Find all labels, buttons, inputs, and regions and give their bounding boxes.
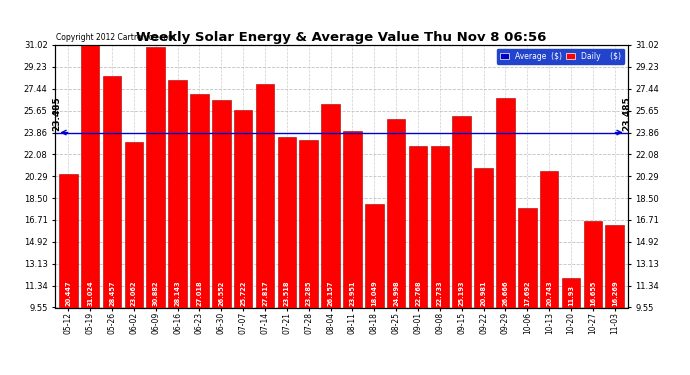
Bar [277, 137, 296, 308]
Text: 22.733: 22.733 [437, 280, 443, 306]
Bar [584, 220, 602, 308]
Text: 26.157: 26.157 [328, 280, 334, 306]
Text: 27.817: 27.817 [262, 280, 268, 306]
Text: 30.882: 30.882 [152, 280, 159, 306]
Bar [365, 204, 384, 308]
Text: 17.692: 17.692 [524, 280, 531, 306]
Bar [59, 174, 77, 308]
Bar [387, 118, 406, 308]
Bar [212, 100, 230, 308]
Bar [496, 98, 515, 308]
Bar [125, 142, 144, 308]
Text: 27.018: 27.018 [197, 280, 202, 306]
Bar [562, 278, 580, 308]
Text: 28.143: 28.143 [175, 280, 181, 306]
Bar [146, 46, 165, 308]
Bar [168, 80, 187, 308]
Text: 20.743: 20.743 [546, 280, 552, 306]
Bar [606, 225, 624, 308]
Bar [256, 84, 275, 308]
Text: 16.655: 16.655 [590, 280, 596, 306]
Text: 20.447: 20.447 [66, 280, 71, 306]
Bar [234, 110, 253, 308]
Bar [343, 131, 362, 308]
Text: 23.285: 23.285 [306, 280, 312, 306]
Bar [453, 116, 471, 308]
Legend: Average  ($), Daily    ($): Average ($), Daily ($) [497, 49, 624, 64]
Text: 23.485: 23.485 [52, 97, 61, 131]
Title: Weekly Solar Energy & Average Value Thu Nov 8 06:56: Weekly Solar Energy & Average Value Thu … [137, 31, 546, 44]
Text: 16.269: 16.269 [612, 280, 618, 306]
Bar [474, 168, 493, 308]
Text: 23.951: 23.951 [349, 280, 355, 306]
Text: 25.193: 25.193 [459, 280, 465, 306]
Text: 26.552: 26.552 [218, 280, 224, 306]
Text: 28.457: 28.457 [109, 280, 115, 306]
Text: Copyright 2012 Cartronics.com: Copyright 2012 Cartronics.com [56, 33, 175, 42]
Bar [322, 105, 340, 308]
Text: 23.062: 23.062 [131, 280, 137, 306]
Text: 26.666: 26.666 [502, 280, 509, 306]
Text: 23.485: 23.485 [622, 97, 631, 131]
Text: 25.722: 25.722 [240, 280, 246, 306]
Bar [431, 146, 449, 308]
Text: 11.93: 11.93 [568, 285, 574, 306]
Bar [518, 208, 537, 308]
Bar [81, 45, 99, 308]
Text: 18.049: 18.049 [371, 280, 377, 306]
Text: 22.768: 22.768 [415, 280, 421, 306]
Text: 24.998: 24.998 [393, 280, 400, 306]
Bar [540, 171, 558, 308]
Bar [408, 146, 427, 308]
Bar [190, 94, 209, 308]
Text: 20.981: 20.981 [481, 280, 486, 306]
Bar [299, 140, 318, 308]
Bar [103, 76, 121, 308]
Text: 23.518: 23.518 [284, 280, 290, 306]
Text: 31.024: 31.024 [87, 280, 93, 306]
